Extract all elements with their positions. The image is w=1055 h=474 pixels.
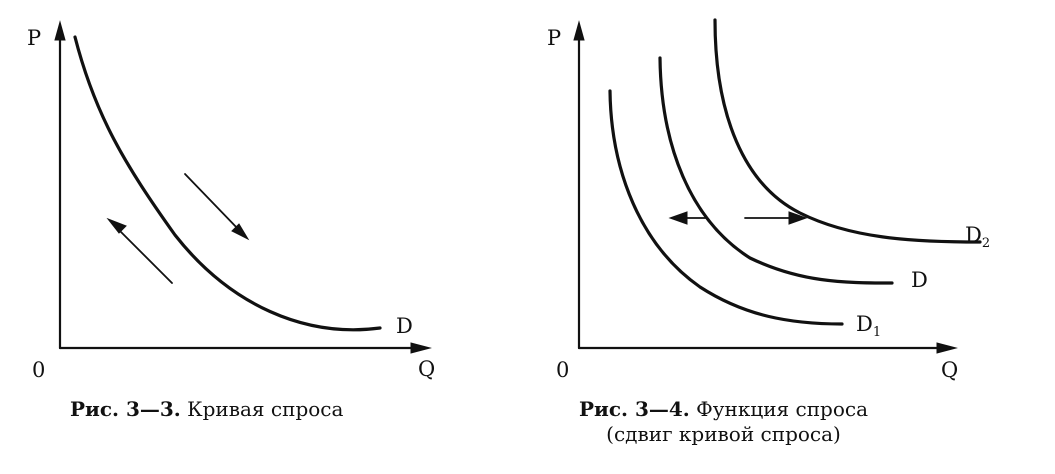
shift-y-axis-arrow-icon — [573, 20, 585, 41]
shift-origin-label: 0 — [556, 358, 569, 382]
right-shift-arrow-icon — [788, 211, 808, 225]
downward-movement-arrow-icon — [231, 223, 250, 241]
demand-curve-label: D — [396, 314, 413, 338]
demand-curve-d2-label: D2 — [965, 223, 990, 251]
left-shift-arrow-icon — [668, 211, 688, 225]
figure-3-4-caption-bold: Рис. 3—4. — [579, 397, 690, 421]
figure-3-3-caption-bold: Рис. 3—3. — [70, 397, 181, 421]
demand-curve-d1-label: D1 — [856, 312, 881, 340]
shift-x-axis-arrow-icon — [936, 342, 958, 354]
demand-curve-d — [658, 56, 894, 285]
shift-y-axis-label: P — [547, 26, 561, 50]
figure-3-4-caption-line-1: Рис. 3—4. Функция спроса — [579, 397, 868, 422]
demand-curve-d-label: D — [911, 268, 928, 292]
figure-3-4-caption-text: Функция спроса — [689, 397, 869, 421]
x-axis-arrow-icon — [410, 342, 432, 354]
figure-demand-curve: P Q 0 D — [27, 20, 435, 382]
origin-label: 0 — [32, 358, 45, 382]
x-axis-label: Q — [418, 357, 435, 381]
upward-movement-arrow-icon — [106, 217, 127, 234]
downward-movement-arrow-line — [184, 173, 241, 232]
demand-curve — [73, 35, 382, 332]
y-axis-arrow-icon — [54, 20, 66, 41]
figure-3-3-caption-text: Кривая спроса — [180, 397, 344, 421]
y-axis-label: P — [27, 26, 41, 50]
figure-3-4-caption: Рис. 3—4. Функция спроса (сдвиг кривой с… — [579, 397, 868, 447]
figure-3-3-caption: Рис. 3—3. Кривая спроса — [70, 397, 343, 422]
upward-movement-arrow-line — [115, 226, 173, 284]
figure-3-4-caption-line-2: (сдвиг кривой спроса) — [606, 422, 841, 446]
demand-curve-d2 — [713, 18, 982, 244]
figure-demand-shift: P Q 0 D2 D D1 — [547, 18, 990, 382]
demand-curve-d1 — [608, 89, 844, 326]
shift-x-axis-label: Q — [941, 358, 958, 382]
